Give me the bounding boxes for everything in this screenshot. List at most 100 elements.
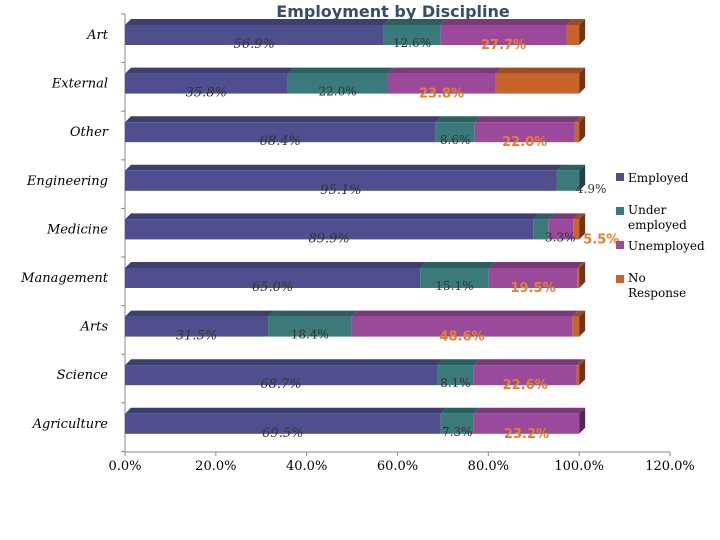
- data-label: 8.1%: [440, 376, 471, 390]
- legend-swatch: [616, 275, 624, 283]
- bar-top-face: [474, 116, 581, 123]
- bar-segment: [125, 164, 563, 191]
- bar-top-face: [125, 164, 563, 171]
- bar-front: [125, 413, 441, 434]
- axes: 0.0% 20.0% 40.0% 60.0% 80.0% 100.0% 120.0% Art E…: [20, 13, 695, 474]
- bar-side-face: [579, 310, 586, 337]
- data-label: 69.5%: [262, 426, 303, 441]
- bar-side-face: [579, 19, 586, 45]
- value-labels: 56.9% 12.6% 27.7% 35.8% 22.0% 23.8% 68.4% 8.6% 2…: [176, 36, 619, 442]
- bar-front: [387, 73, 496, 94]
- bar-top-face: [473, 359, 583, 366]
- category-label: Engineering: [26, 174, 108, 189]
- data-label: 12.6%: [393, 36, 431, 50]
- legend-label: No Response: [628, 271, 686, 300]
- bar-front: [495, 73, 580, 94]
- bar-segment: [548, 213, 580, 240]
- category-label: External: [51, 77, 108, 92]
- x-tick-label: 20.0%: [195, 459, 236, 474]
- category-label: Management: [20, 271, 109, 286]
- legend-label: Unemployed: [628, 239, 705, 253]
- data-label: 89.9%: [308, 231, 349, 246]
- bar-front: [440, 25, 567, 45]
- category-label: Medicine: [46, 222, 108, 237]
- bar-segment: [351, 310, 579, 337]
- bar-top-face: [125, 262, 427, 268]
- data-label: 68.7%: [260, 377, 301, 392]
- legend-item: Unemployed: [616, 239, 705, 253]
- x-tick-label: 40.0%: [286, 459, 327, 474]
- bar-front: [125, 365, 438, 386]
- bar-segment: [125, 116, 442, 143]
- bar-front: [573, 219, 580, 240]
- bar-front: [437, 365, 474, 386]
- category-label: Agriculture: [32, 417, 109, 432]
- bar-front: [577, 268, 580, 288]
- data-label: 48.6%: [439, 330, 484, 345]
- data-label: 31.5%: [176, 329, 217, 344]
- bar-front: [556, 170, 580, 191]
- bar-top-face: [387, 67, 502, 74]
- bar-front: [125, 122, 436, 143]
- bar-top-face: [548, 213, 580, 220]
- bar-top-face: [488, 262, 584, 268]
- bar-top-face: [572, 310, 586, 317]
- bar-top-face: [473, 407, 586, 414]
- bar-front: [574, 122, 580, 143]
- data-label: 3.3%: [545, 230, 576, 244]
- bar-top-face: [125, 67, 294, 74]
- data-label: 65.0%: [252, 280, 293, 295]
- bar-segment: [474, 116, 581, 143]
- legend-label-line: No: [628, 271, 646, 285]
- bar-top-face: [268, 310, 358, 317]
- bar-segment: [125, 67, 294, 94]
- bar-front: [435, 122, 475, 143]
- legend-label: Employed: [628, 171, 689, 185]
- legend: Employed Under employed Unemployed No Respons…: [616, 171, 705, 300]
- data-label: 4.9%: [576, 182, 607, 196]
- bar-front: [488, 268, 578, 288]
- bar-front: [566, 25, 580, 45]
- bar-front: [420, 268, 489, 288]
- x-tick-label: 60.0%: [377, 459, 418, 474]
- bar-top-face: [437, 359, 480, 366]
- legend-swatch: [616, 241, 624, 249]
- bar-segment: [420, 262, 495, 288]
- bar-top-face: [287, 67, 394, 74]
- bar-segment: [574, 116, 586, 143]
- bar-segment: [556, 164, 586, 191]
- bar-segment: [387, 67, 502, 94]
- data-label: 15.1%: [435, 279, 473, 293]
- bar-front: [125, 316, 269, 337]
- bar-front: [287, 73, 388, 94]
- bar-segment: [440, 407, 480, 434]
- bar-top-face: [125, 19, 390, 25]
- bar-segment: [566, 19, 586, 45]
- bar-segment: [533, 213, 555, 240]
- bar-segment: [383, 19, 447, 45]
- bar-top-face: [573, 213, 586, 220]
- bar-segment: [572, 310, 586, 337]
- legend-label-line: Under: [628, 203, 667, 217]
- data-label: 27.7%: [481, 38, 526, 53]
- bar-front: [125, 268, 421, 288]
- bar-segment: [576, 359, 586, 386]
- bar-side-face: [579, 213, 586, 240]
- bar-side-face: [579, 116, 586, 143]
- bar-top-face: [351, 310, 579, 317]
- bar-segment: [473, 359, 583, 386]
- bar-segment: [437, 359, 480, 386]
- bar-top-face: [577, 262, 586, 268]
- data-label: 8.6%: [440, 133, 471, 147]
- bar-side-face: [579, 359, 586, 386]
- bar-top-face: [125, 116, 442, 123]
- bar-top-face: [576, 359, 586, 366]
- bar-segment: [473, 407, 586, 434]
- bar-top-face: [420, 262, 495, 268]
- bar-front: [440, 413, 474, 434]
- bar-front: [473, 413, 580, 434]
- data-label: 22.0%: [318, 85, 356, 99]
- bar-front: [383, 25, 441, 45]
- category-label: Science: [57, 368, 109, 383]
- data-label: 35.8%: [186, 86, 227, 101]
